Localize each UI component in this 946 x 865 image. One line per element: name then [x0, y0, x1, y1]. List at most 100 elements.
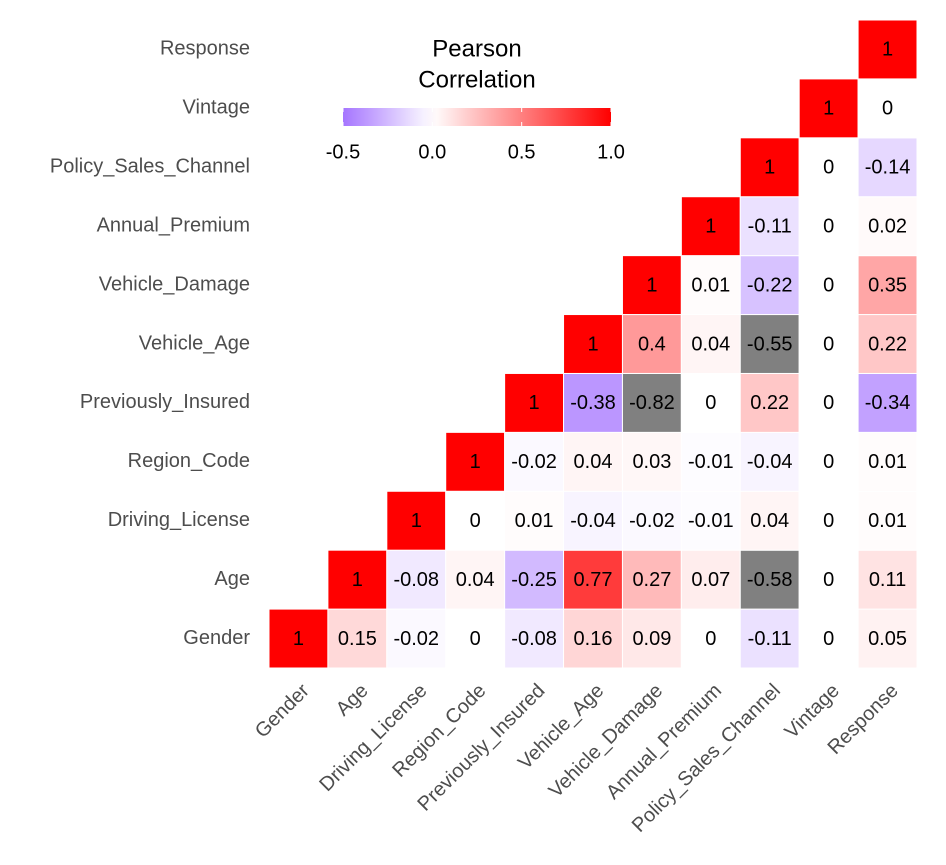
cell: [563, 431, 623, 492]
legend-title: Correlation: [418, 66, 535, 93]
cell-label: 1: [411, 510, 422, 532]
colorbar-tick-label: 0.5: [508, 141, 536, 163]
cell-label: 0.04: [691, 333, 730, 355]
cell-label: 0.01: [515, 510, 554, 532]
cell: [739, 196, 800, 257]
cell: [739, 431, 800, 492]
colorbar: [343, 108, 611, 126]
y-tick-label: Vintage: [183, 97, 250, 119]
cell-label: 0: [470, 510, 481, 532]
cell: [680, 314, 741, 374]
cell-label: 0: [823, 392, 834, 414]
y-tick-label: Response: [160, 38, 250, 60]
cell-label: 0: [882, 98, 893, 120]
cell: [857, 314, 918, 374]
cell-label: -0.14: [865, 157, 911, 179]
cell: [563, 314, 623, 374]
cell-label: 0.01: [691, 274, 730, 296]
cell-label: 1: [470, 451, 481, 473]
cell: [857, 19, 918, 80]
cell-label: 0: [705, 628, 716, 650]
cell: [798, 314, 859, 374]
cell: [857, 137, 918, 198]
cell: [739, 490, 800, 551]
cell-label: -0.01: [688, 451, 734, 473]
cell-label: 0.22: [868, 333, 907, 355]
cell: [621, 549, 682, 610]
cell: [621, 490, 682, 551]
cell: [798, 608, 859, 669]
cell-label: -0.04: [570, 510, 616, 532]
cell-label: 0.15: [338, 628, 377, 650]
cell: [563, 549, 623, 610]
cell-label: 1: [352, 569, 363, 591]
cell: [386, 549, 447, 610]
cell: [680, 549, 741, 610]
cell: [857, 372, 918, 433]
cell: [563, 608, 623, 669]
cell: [857, 196, 918, 257]
cell: [621, 255, 682, 316]
cell-label: 0: [823, 569, 834, 591]
cell-label: 0.77: [574, 569, 613, 591]
cell: [857, 431, 918, 492]
cell-label: -0.11: [748, 628, 792, 650]
cell-label: 0: [823, 451, 834, 473]
y-tick-label: Vehicle_Damage: [99, 273, 250, 295]
cell-label: 0.35: [868, 274, 907, 296]
cell-label: 0.11: [869, 569, 906, 591]
cell: [739, 608, 800, 669]
cell: [739, 549, 800, 610]
cell-label: 0.27: [632, 569, 671, 591]
cell: [798, 255, 859, 316]
cell: [327, 549, 388, 610]
cell: [798, 78, 859, 139]
cell-label: 0: [823, 274, 834, 296]
cell: [445, 431, 506, 492]
cell: [857, 78, 918, 139]
cell: [739, 314, 800, 374]
cell-label: 0.04: [574, 451, 613, 473]
cell-label: 0.4: [638, 333, 666, 355]
cell: [504, 431, 565, 492]
cell: [268, 608, 329, 669]
y-tick-label: Previously_Insured: [80, 391, 250, 413]
cell: [857, 490, 918, 551]
cell-label: 0.16: [574, 628, 613, 650]
y-tick-label: Age: [214, 568, 250, 590]
x-tick-label: Driving_License: [315, 680, 431, 796]
cell-label: -0.58: [747, 569, 793, 591]
cell: [386, 490, 447, 551]
cell-label: 0.01: [868, 451, 907, 473]
cell-label: 0: [823, 215, 834, 237]
colorbar-tick-label: -0.5: [326, 141, 360, 163]
cell-label: 0.05: [868, 628, 907, 650]
cell-label: -0.08: [393, 569, 439, 591]
y-tick-label: Driving_License: [108, 509, 250, 531]
cell-label: 0.04: [456, 569, 495, 591]
cell: [621, 608, 682, 669]
x-tick-label: Gender: [251, 679, 314, 742]
cell-label: 0.09: [632, 628, 671, 650]
cell-label: 1: [646, 274, 657, 296]
cell-label: -0.38: [570, 392, 616, 414]
cell-label: -0.08: [511, 628, 557, 650]
cell-label: -0.22: [747, 274, 793, 296]
cell-label: -0.02: [511, 451, 557, 473]
cell: [857, 549, 918, 610]
cell-label: 1: [293, 628, 304, 650]
cell: [504, 490, 565, 551]
cell-label: 0: [470, 628, 481, 650]
cell-label: -0.55: [747, 333, 793, 355]
cell: [680, 431, 741, 492]
cell: [798, 137, 859, 198]
cell: [327, 608, 388, 669]
cell: [798, 196, 859, 257]
cell-label: 1: [882, 39, 893, 61]
cell-label: 0.03: [632, 451, 671, 473]
colorbar-tick-label: 0.0: [418, 141, 446, 163]
cell-label: -0.34: [865, 392, 911, 414]
cell-label: 0.07: [691, 569, 730, 591]
y-tick-label: Gender: [183, 627, 250, 649]
